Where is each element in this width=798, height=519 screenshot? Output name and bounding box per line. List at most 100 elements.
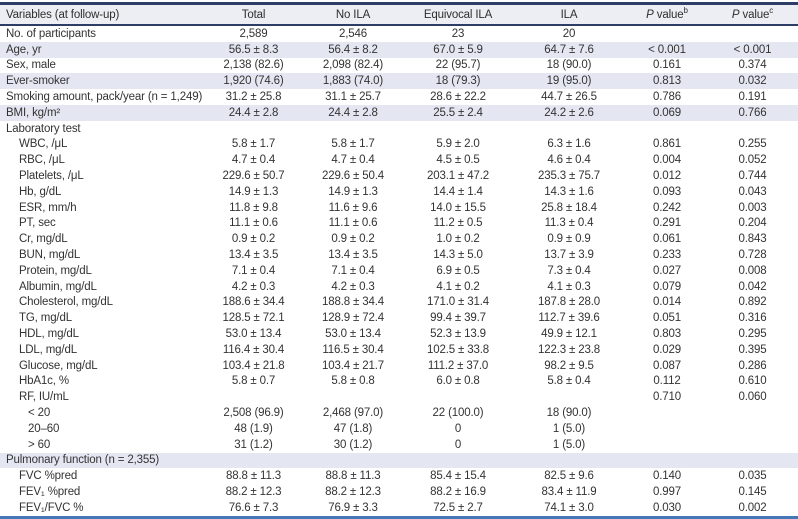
table-cell: 22 (100.0) [432, 407, 484, 420]
table-cell: 171.0 ± 31.4 [426, 296, 490, 309]
table-cell: 1,920 (74.6) [206, 73, 301, 90]
table-row: No. of participants 2,589 2,546 23 20 [0, 25, 798, 42]
p-italic: P [731, 8, 740, 21]
table-cell: 0.004 [652, 154, 682, 167]
table-cell: 103.4 ± 21.8 [222, 359, 285, 372]
table-row: Cholesterol, mg/dL 188.6 ± 34.4 188.8 ± 34… [0, 295, 798, 311]
table-cell: 0.140 [652, 470, 682, 483]
table-cell: 0.803 [652, 328, 682, 341]
table-cell: 0.9 ± 0.9 [547, 233, 591, 246]
table-cell [627, 421, 707, 437]
table-cell: 0.997 [652, 486, 682, 498]
row-label: Cr, mg/dL [19, 233, 68, 246]
table-cell: 14.3 ± 1.6 [544, 185, 594, 198]
row-label: Sex, male [6, 59, 56, 72]
table-cell: 0.843 [738, 233, 767, 246]
table-cell: 67.0 ± 5.9 [405, 41, 511, 58]
table-cell: 98.2 ± 9.5 [544, 359, 594, 372]
table-cell: 4.2 ± 0.3 [231, 280, 276, 293]
table-cell: 229.6 ± 50.4 [321, 170, 385, 183]
table-row: Platelets, /μL 229.6 ± 50.7 229.6 ± 50.4 20… [0, 168, 798, 184]
table-row: LDL, mg/dL 116.4 ± 30.4 116.5 ± 30.4 102.5 … [0, 342, 798, 358]
table-cell: 88.2 ± 16.9 [430, 486, 486, 498]
table-row: < 20 2,508 (96.9) 2,468 (97.0) 22 (100.0) 18… [0, 405, 798, 421]
table-cell: 128.9 ± 72.4 [321, 312, 385, 325]
table-cell: 14.9 ± 1.3 [228, 185, 279, 198]
table-row: RF, IU/mL 0.710 0.060 [0, 389, 798, 405]
table-cell: 111.2 ± 37.0 [427, 359, 489, 372]
row-label: No. of participants [6, 27, 96, 40]
row-label: > 60 [28, 438, 51, 451]
table-cell [627, 25, 707, 42]
table-cell: 1 (5.0) [552, 438, 586, 451]
table-cell: 0.003 [738, 201, 767, 214]
table-row: PT, sec 11.1 ± 0.6 11.1 ± 0.6 11.2 ± 0.5 11.… [0, 216, 798, 232]
row-label: Pulmonary function (n = 2,355) [0, 452, 206, 469]
table-cell: 74.1 ± 3.0 [544, 501, 594, 514]
table-cell: 0.093 [652, 185, 682, 198]
table-cell: 0.291 [652, 217, 682, 230]
row-label: HDL, mg/dL [19, 328, 79, 341]
table-cell: 0.030 [652, 501, 682, 514]
table-cell: 116.4 ± 30.4 [222, 343, 285, 356]
table-cell: 0.710 [652, 391, 682, 404]
table-cell: 6.9 ± 0.5 [436, 264, 480, 277]
table-cell: 11.3 ± 0.4 [544, 217, 594, 230]
table-cell: 7.1 ± 0.4 [331, 264, 375, 277]
table-row: WBC, /μL 5.8 ± 1.7 5.8 ± 1.7 5.9 ± 2.0 6.3 ±… [0, 137, 798, 153]
column-header: Total [206, 3, 301, 26]
table-cell: 6.0 ± 0.8 [436, 375, 480, 388]
table-cell: 85.4 ± 15.4 [430, 470, 486, 483]
table-cell: 2,508 (96.9) [223, 407, 284, 420]
table-cell: 11.2 ± 0.5 [433, 217, 483, 230]
row-label: BMI, kg/m² [0, 104, 206, 121]
table-cell: 11.1 ± 0.6 [229, 217, 278, 230]
table-cell: 64.7 ± 7.6 [511, 41, 627, 58]
table-cell: 83.4 ± 11.9 [541, 486, 597, 498]
row-label: BUN, mg/dL [19, 249, 81, 262]
table-cell: 0.112 [653, 375, 681, 388]
table-cell: 25.8 ± 18.4 [541, 201, 597, 214]
table-cell: 0.032 [707, 73, 798, 90]
row-label: Platelets, /μL [19, 170, 84, 183]
p-italic: P [646, 8, 654, 21]
table-cell: 5.8 ± 1.7 [331, 138, 375, 151]
table-cell: 88.2 ± 12.3 [325, 486, 381, 498]
table-cell: 2,546 [338, 27, 368, 40]
table-row: BMI, kg/m² 24.4 ± 2.8 24.4 ± 2.8 25.5 ± 2.4… [0, 104, 798, 121]
table-cell: 0.295 [738, 328, 767, 341]
table-cell: 31.2 ± 25.8 [225, 91, 282, 104]
table-cell: 72.5 ± 2.7 [433, 501, 483, 514]
table-cell [627, 405, 707, 421]
table-cell: 0.610 [738, 375, 767, 388]
table-cell: 5.8 ± 0.4 [547, 375, 591, 388]
table-cell: 0 [454, 422, 462, 435]
row-label: HbA1c, % [19, 375, 69, 388]
table-header: Variables (at follow-up) Total No ILA Equiv… [0, 3, 798, 26]
table-cell [707, 25, 798, 42]
row-label: TG, mg/dL [19, 312, 72, 325]
table-cell: 0.008 [738, 264, 767, 277]
table-cell: 4.7 ± 0.4 [231, 154, 276, 167]
table-cell: 19 (95.0) [511, 73, 627, 90]
table-cell: 14.3 ± 5.0 [433, 249, 483, 262]
table-cell: 14.9 ± 1.3 [328, 185, 378, 198]
table-cell: 18 (90.0) [546, 407, 592, 420]
table-cell: 56.5 ± 8.3 [206, 41, 301, 58]
table-cell: 52.3 ± 13.9 [430, 328, 486, 341]
row-label: Albumin, mg/dL [19, 280, 97, 293]
table-cell: 128.5 ± 72.1 [222, 312, 285, 325]
table-cell: 76.6 ± 7.3 [228, 501, 279, 514]
table-cell: 0.042 [738, 280, 767, 293]
table-cell: 0.027 [652, 264, 682, 277]
table-cell: 2,098 (82.4) [322, 59, 384, 72]
table-cell [405, 389, 511, 405]
table-cell: 0.191 [738, 91, 767, 104]
row-label: WBC, /μL [19, 138, 68, 151]
table-row: TG, mg/dL 128.5 ± 72.1 128.9 ± 72.4 99.4 ± … [0, 310, 798, 326]
column-header-variables: Variables (at follow-up) [0, 3, 206, 26]
table-cell: 0.233 [652, 249, 682, 262]
table-cell: 2,138 (82.6) [223, 59, 284, 72]
table-cell: 13.7 ± 3.9 [544, 249, 594, 262]
table-cell: 1 (5.0) [552, 422, 586, 435]
